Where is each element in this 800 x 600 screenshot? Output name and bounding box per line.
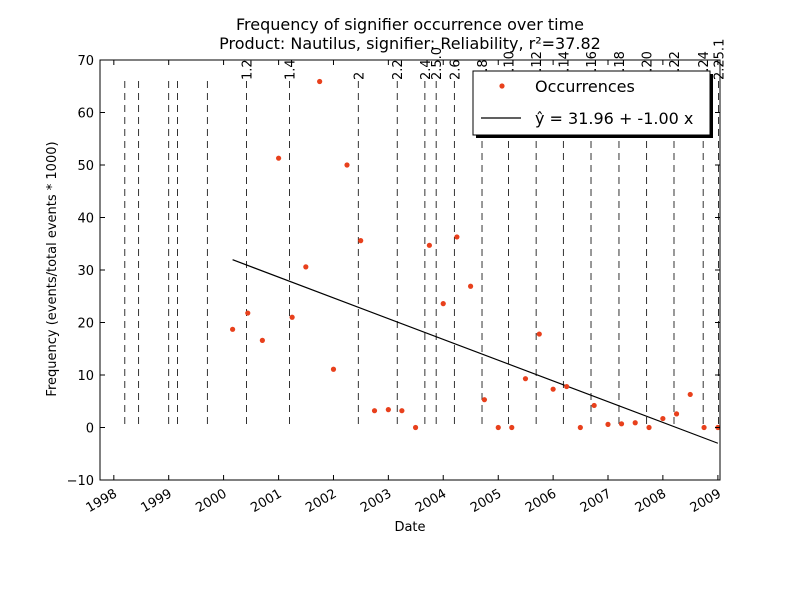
release-label: 2.5.0: [430, 47, 445, 80]
release-label: 2.2: [391, 59, 406, 80]
data-point: [495, 424, 501, 431]
data-point: [399, 408, 405, 414]
data-point: [467, 283, 474, 289]
y-tick-label: 40: [77, 212, 94, 227]
data-point: [412, 424, 419, 431]
data-point: [440, 301, 446, 307]
data-point: [605, 421, 611, 427]
y-tick-label: 20: [77, 317, 94, 332]
data-point: [564, 383, 570, 390]
data-point: [660, 415, 666, 422]
chart-subtitle: Product: Nautilus, signifier: Reliabilit…: [219, 34, 601, 53]
y-tick-label: 60: [77, 107, 94, 122]
data-points: [229, 78, 721, 431]
data-point: [385, 407, 391, 413]
legend: Occurrences ŷ = 31.96 + -1.00 x: [472, 70, 713, 138]
legend-label-occurrences: Occurrences: [535, 77, 635, 96]
data-point: [701, 424, 707, 431]
release-label: 1.4: [284, 59, 299, 80]
release-label: 2: [352, 72, 367, 80]
data-point: [303, 264, 309, 270]
data-point: [229, 326, 236, 332]
data-point: [454, 234, 460, 240]
y-tick-label: 50: [77, 159, 94, 174]
data-point: [289, 314, 295, 320]
data-point: [618, 421, 625, 427]
release-label: 2.25.1: [712, 39, 727, 80]
data-point: [330, 366, 337, 372]
data-point: [536, 331, 542, 337]
data-point: [687, 391, 693, 398]
regression-line: [232, 259, 719, 444]
data-point: [317, 78, 323, 85]
data-point: [344, 162, 350, 168]
y-tick-label: 10: [77, 369, 94, 384]
y-axis-label: Frequency (events/total events * 1000): [45, 141, 60, 396]
data-point: [371, 408, 378, 414]
chart-title: Frequency of signifier occurrence over t…: [236, 15, 584, 34]
data-point: [481, 397, 488, 403]
legend-label-fit: ŷ = 31.96 + -1.00 x: [535, 109, 693, 128]
y-tick-label: 0: [86, 422, 94, 437]
data-point: [522, 376, 529, 382]
release-label: 2.6: [448, 59, 463, 80]
data-point: [550, 386, 556, 392]
data-point: [673, 411, 680, 417]
data-point: [591, 402, 597, 409]
data-point: [245, 310, 251, 316]
data-point: [646, 424, 652, 431]
data-point: [276, 155, 282, 161]
legend-box: [472, 70, 711, 136]
x-axis-label: Date: [394, 520, 425, 535]
legend-marker-occurrences: [499, 83, 505, 89]
release-label: 1.2: [240, 59, 255, 80]
data-point: [358, 238, 364, 244]
data-point: [259, 337, 265, 343]
fit-line-group: [232, 259, 719, 444]
data-point: [632, 420, 638, 426]
data-point: [509, 424, 515, 431]
data-point: [426, 242, 432, 248]
data-point: [577, 424, 583, 431]
release-label: 2.4: [419, 59, 434, 80]
y-tick-label: 70: [77, 54, 94, 69]
y-tick-label: −10: [67, 474, 94, 489]
y-tick-label: 30: [77, 264, 94, 279]
